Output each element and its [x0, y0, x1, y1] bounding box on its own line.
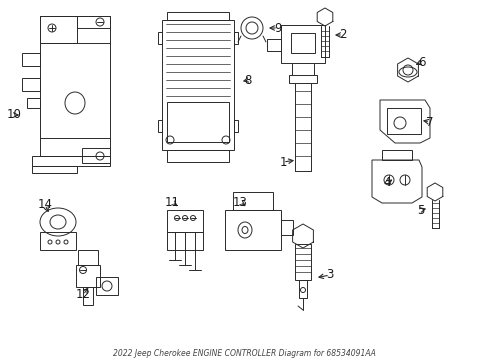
Text: 13: 13	[232, 195, 247, 208]
Text: 4: 4	[383, 176, 390, 189]
Text: 14: 14	[38, 198, 52, 211]
Text: 8: 8	[244, 73, 251, 86]
Text: 5: 5	[416, 203, 424, 216]
Text: 1: 1	[279, 156, 286, 168]
Text: 7: 7	[426, 116, 433, 129]
Text: 12: 12	[75, 288, 90, 302]
Text: 2: 2	[339, 28, 346, 41]
Text: 6: 6	[417, 55, 425, 68]
Text: 3: 3	[325, 269, 333, 282]
Text: 11: 11	[164, 195, 179, 208]
Text: 9: 9	[274, 22, 281, 35]
Text: 10: 10	[6, 108, 21, 122]
Text: 2022 Jeep Cherokee ENGINE CONTROLLER Diagram for 68534091AA: 2022 Jeep Cherokee ENGINE CONTROLLER Dia…	[112, 348, 375, 357]
